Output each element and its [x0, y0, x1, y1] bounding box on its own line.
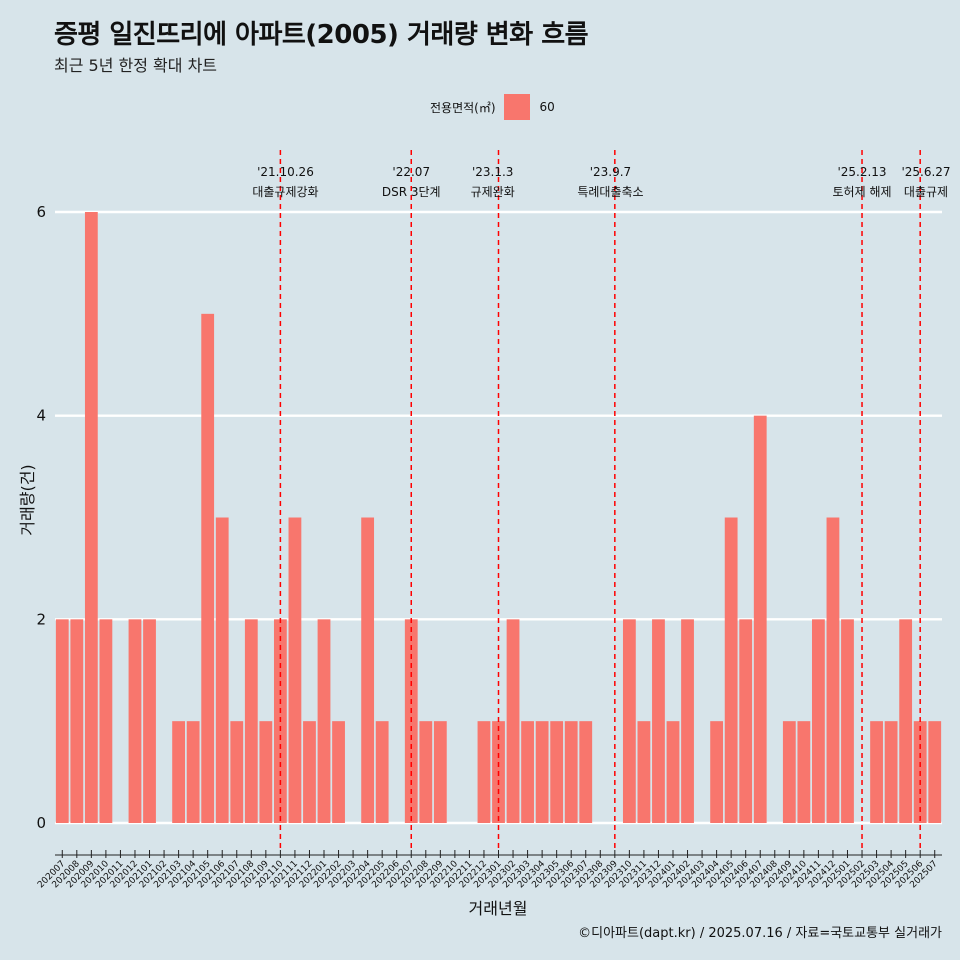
- chart-subtitle: 최근 5년 한정 확대 차트: [54, 56, 218, 75]
- annotation-label: 특례대출축소: [577, 185, 643, 199]
- bar: [332, 721, 345, 823]
- bar: [870, 721, 883, 823]
- bar: [681, 619, 694, 823]
- bar: [84, 212, 98, 823]
- bar: [550, 721, 564, 823]
- bar: [637, 721, 651, 823]
- annotation-date: '23.9.7: [590, 165, 631, 179]
- bar: [215, 517, 229, 823]
- annotation-label: 토허제 해제: [833, 185, 892, 199]
- bar: [70, 619, 84, 823]
- bar: [739, 619, 753, 823]
- bar: [899, 619, 913, 823]
- annotation-label: DSR 3단계: [382, 185, 441, 199]
- bar: [506, 619, 520, 823]
- annotation-date: '23.1.3: [472, 165, 513, 179]
- bar: [303, 721, 316, 823]
- x-axis-title: 거래년월: [469, 899, 528, 918]
- bar: [186, 721, 200, 823]
- bar: [521, 721, 534, 823]
- bar: [884, 721, 898, 823]
- bar: [826, 517, 840, 823]
- annotation-label: 규제완화: [471, 185, 515, 199]
- bar: [230, 721, 244, 823]
- y-tick-label: 0: [36, 814, 46, 832]
- legend: 전용면적(㎡) 60: [430, 94, 555, 120]
- annotation-date: '21.10.26: [257, 165, 314, 179]
- bar: [841, 619, 854, 823]
- y-tick-label: 6: [36, 203, 46, 221]
- chart-title: 증평 일진뜨리에 아파트(2005) 거래량 변화 흐름: [54, 20, 589, 50]
- y-tick-label: 2: [36, 610, 46, 628]
- annotation-date: '25.2.13: [837, 165, 886, 179]
- bar: [797, 721, 811, 823]
- bar: [535, 721, 549, 823]
- bar: [433, 721, 447, 823]
- annotation-date: '25.6.27: [901, 165, 950, 179]
- legend-swatch: [503, 94, 530, 120]
- bar: [419, 721, 433, 823]
- bar: [99, 619, 113, 823]
- bar: [724, 517, 738, 823]
- annotation-date: '22.07: [392, 165, 430, 179]
- annotation-label: 대출규제강화: [252, 185, 318, 199]
- bar: [143, 619, 156, 823]
- bar: [782, 721, 796, 823]
- y-axis-title: 거래량(건): [18, 464, 37, 535]
- legend-title: 전용면적(㎡): [430, 100, 496, 115]
- bar: [812, 619, 825, 823]
- bar: [317, 619, 331, 823]
- bar: [201, 313, 215, 823]
- bar: [244, 619, 258, 823]
- bar: [477, 721, 491, 823]
- annotation-label: 대출규제: [904, 185, 948, 199]
- bar: [564, 721, 578, 823]
- bar: [622, 619, 636, 823]
- bar: [128, 619, 142, 823]
- bar: [652, 619, 665, 823]
- bar: [55, 619, 69, 823]
- bar: [928, 721, 942, 823]
- legend-entry: 60: [539, 100, 555, 114]
- bar: [579, 721, 593, 823]
- bar: [172, 721, 185, 823]
- chart-caption: ©디아파트(dapt.kr) / 2025.07.16 / 자료=국토교통부 실…: [578, 926, 942, 941]
- bar: [710, 721, 724, 823]
- bar: [753, 415, 767, 823]
- bar: [259, 721, 273, 823]
- bar: [666, 721, 680, 823]
- bar: [361, 517, 375, 823]
- bar: [375, 721, 389, 823]
- y-tick-label: 4: [36, 407, 46, 425]
- bar: [288, 517, 302, 823]
